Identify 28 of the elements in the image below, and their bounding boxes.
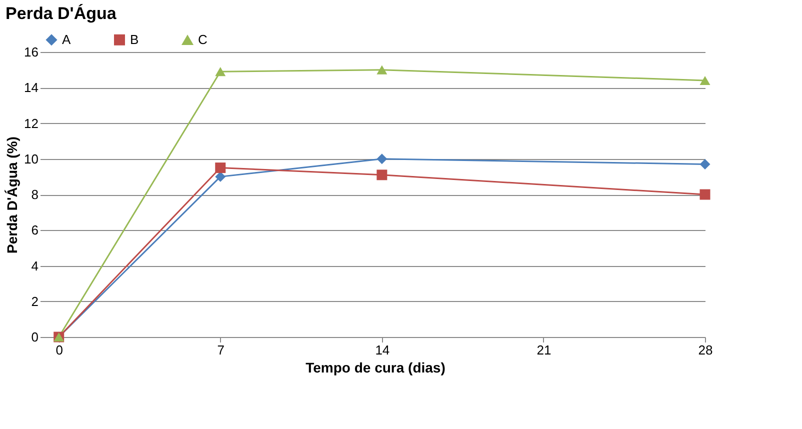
x-axis-title: Tempo de cura (dias) bbox=[306, 360, 446, 376]
y-tick-label: 12 bbox=[24, 116, 38, 131]
y-tick-label: 8 bbox=[31, 187, 38, 202]
x-tick-label: 28 bbox=[698, 342, 713, 358]
point bbox=[700, 76, 710, 86]
point bbox=[215, 162, 226, 174]
point bbox=[376, 65, 388, 74]
y-tick-label: 10 bbox=[24, 151, 38, 166]
legend-label: A bbox=[62, 32, 71, 47]
point bbox=[215, 67, 226, 76]
point bbox=[376, 154, 388, 164]
chart-title: Perda D'Água bbox=[6, 3, 117, 23]
point bbox=[376, 170, 388, 180]
y-tick-label: 16 bbox=[24, 44, 38, 60]
legend-label: B bbox=[130, 32, 139, 47]
legend-label: C bbox=[198, 32, 208, 48]
point bbox=[700, 189, 710, 200]
x-tick-label: 21 bbox=[536, 342, 552, 358]
x-tick-label: 0 bbox=[56, 342, 63, 358]
y-tick-label: 14 bbox=[24, 80, 38, 96]
y-tick-label: 4 bbox=[31, 258, 38, 274]
point bbox=[700, 158, 710, 170]
y-tick-label: 2 bbox=[31, 294, 38, 309]
x-tick-label: 7 bbox=[217, 342, 224, 358]
x-tick-label: 14 bbox=[375, 342, 390, 358]
y-tick-label: 0 bbox=[31, 330, 38, 344]
y-tick-label: 6 bbox=[31, 222, 38, 238]
y-axis-title: Perda D'Água (%) bbox=[4, 136, 20, 254]
